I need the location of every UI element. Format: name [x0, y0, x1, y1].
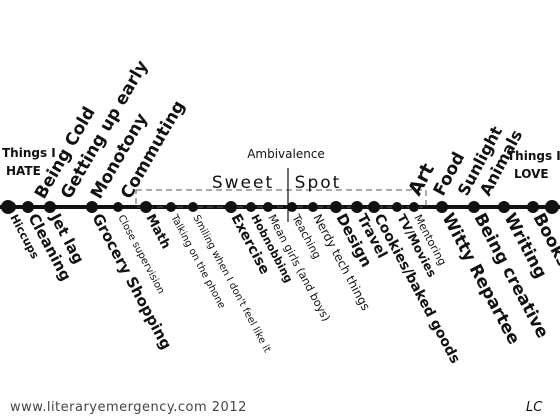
dot-talking-on-the-phone — [166, 202, 176, 212]
dot-nerdy-tech-things — [308, 202, 318, 212]
dot-being-creative — [468, 201, 480, 213]
dot-close-supervision — [113, 202, 123, 212]
dot-smiling-when-i-don-t-feel-like-it — [188, 202, 198, 212]
dot-witty-repartee — [436, 201, 448, 213]
signature: LC — [526, 400, 543, 415]
hate-caption-line1: Things I — [2, 146, 56, 160]
footer-url: www.literaryemergency.com 2012 — [10, 400, 247, 415]
dot-cookies-baked-goods — [368, 201, 380, 213]
dot-cleaning — [22, 201, 34, 213]
dot-jet-lag — [44, 201, 56, 213]
dot-writing — [498, 201, 510, 213]
dot-mentoring — [409, 202, 419, 212]
dot-travel — [351, 201, 363, 213]
dot-grocery-shopping — [86, 201, 98, 213]
dot-books — [527, 201, 539, 213]
right-end-dot — [545, 200, 559, 214]
dot-tv-movies — [392, 202, 402, 212]
diagram-title: Ambivalence — [247, 147, 325, 161]
love-caption-line1: Things I — [507, 149, 560, 163]
hate-caption-line2: HATE — [6, 164, 41, 178]
dot-design — [330, 201, 342, 213]
love-caption-line2: LOVE — [514, 167, 549, 181]
dot-exercise — [225, 201, 237, 213]
sweet-spot-box — [135, 189, 427, 208]
dot-hiccups — [4, 201, 16, 213]
sweet-spot-word-left: Sweet — [212, 173, 274, 193]
dot-teaching — [287, 202, 297, 212]
dot-math — [140, 201, 152, 213]
dot-mean-girls-and-boys — [263, 202, 273, 212]
dot-hobnobbing — [246, 202, 256, 212]
label-art: Art — [404, 160, 439, 200]
sweet-spot-word-right: Spot — [295, 173, 342, 193]
